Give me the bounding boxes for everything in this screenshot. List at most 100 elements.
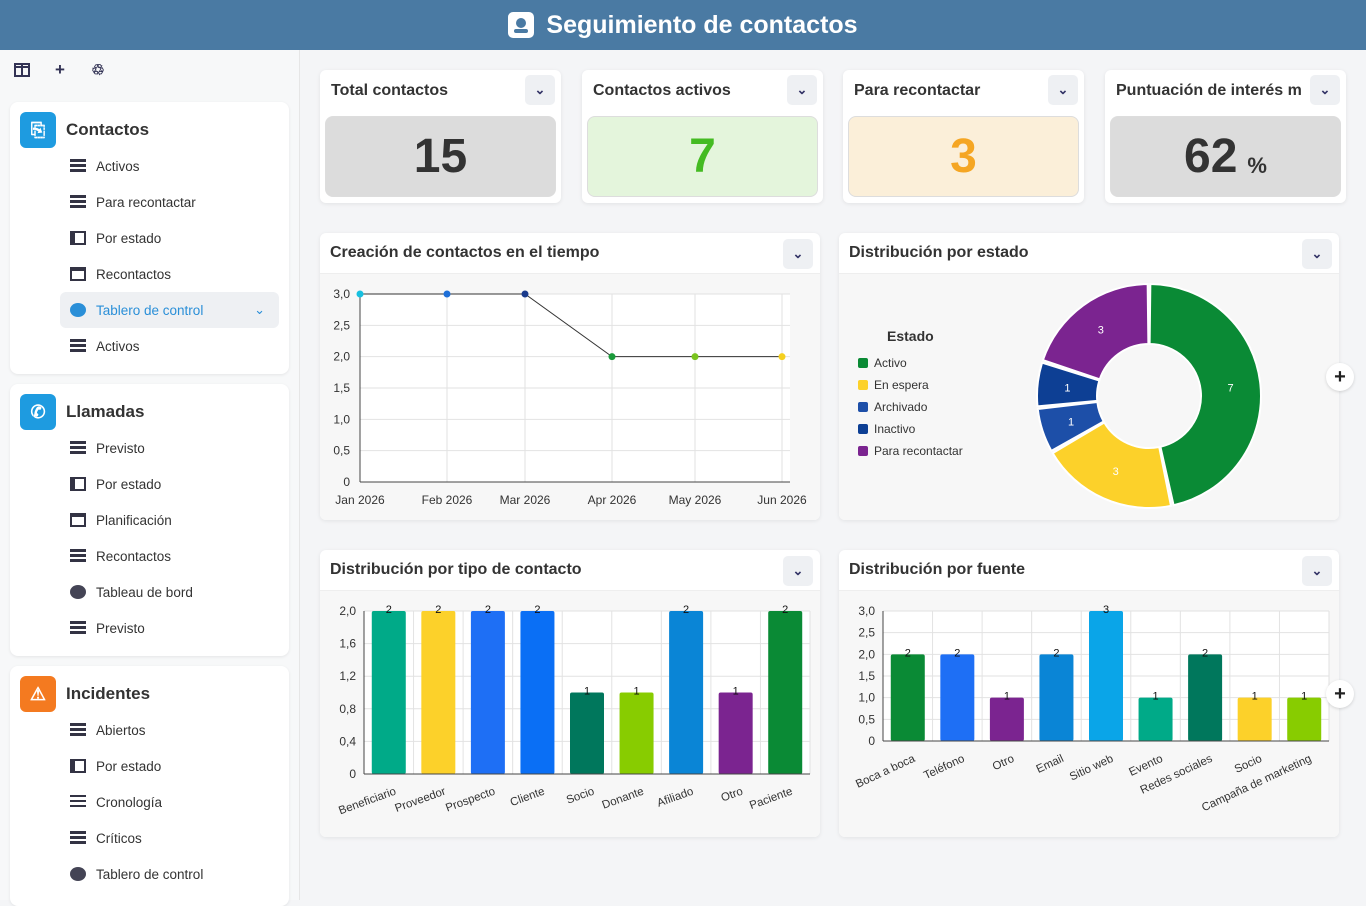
y-tick-label: 2,0 bbox=[858, 647, 875, 661]
sidebar-item[interactable]: Previsto bbox=[60, 610, 279, 646]
book-icon bbox=[70, 231, 86, 245]
panel-menu-button[interactable]: ⌄ bbox=[1302, 239, 1332, 269]
kpi-card: Para recontactar ⌄ 3 bbox=[843, 70, 1084, 203]
y-tick-label: 0 bbox=[343, 475, 350, 489]
data-label: 2 bbox=[485, 604, 491, 616]
bar bbox=[619, 692, 654, 774]
sidebar-item[interactable]: Cronología bbox=[60, 784, 279, 820]
sidebar-item-label: Recontactos bbox=[96, 548, 172, 564]
expand-button[interactable]: + bbox=[1326, 680, 1354, 708]
panel-menu-button[interactable]: ⌄ bbox=[783, 239, 813, 269]
sidebar-item[interactable]: Tablero de control ⌄ bbox=[60, 292, 279, 328]
kpi-card: Puntuación de interés me ⌄ 62% bbox=[1105, 70, 1346, 203]
bar bbox=[421, 611, 456, 774]
columns-icon[interactable] bbox=[12, 60, 32, 80]
y-tick-label: 0,4 bbox=[339, 734, 356, 748]
bar bbox=[890, 654, 925, 741]
kpi-title: Puntuación de interés me bbox=[1116, 82, 1301, 99]
sidebar-item[interactable]: Recontactos bbox=[60, 256, 279, 292]
legend-label: Archivado bbox=[874, 400, 928, 414]
sidebar-item[interactable]: Críticos bbox=[60, 820, 279, 856]
sidebar-section-llamadas: ✆ Llamadas Previsto Por estado Planificación… bbox=[10, 384, 289, 656]
list-icon bbox=[70, 195, 86, 209]
section-header[interactable]: ⚠ Incidentes bbox=[20, 676, 150, 712]
data-label: 2 bbox=[386, 604, 392, 616]
kpi-title: Total contactos bbox=[331, 82, 449, 99]
bar bbox=[1237, 697, 1272, 741]
legend-swatch bbox=[858, 424, 868, 434]
bar bbox=[470, 611, 505, 774]
panel-menu-button[interactable]: ⌄ bbox=[1302, 556, 1332, 586]
bar bbox=[989, 697, 1024, 741]
expand-button[interactable]: + bbox=[1326, 363, 1354, 391]
list-icon bbox=[70, 159, 86, 173]
kpi-card: Total contactos ⌄ 15 bbox=[320, 70, 561, 203]
donut-slice bbox=[1036, 400, 1106, 453]
x-tick-label: Proveedor bbox=[393, 785, 447, 814]
data-label: 1 bbox=[1252, 691, 1258, 703]
sidebar-item[interactable]: Abiertos bbox=[60, 712, 279, 748]
section-header[interactable]: ⎘ Contactos bbox=[20, 112, 149, 148]
list-icon bbox=[70, 621, 86, 635]
panel-menu-button[interactable]: ⌄ bbox=[783, 556, 813, 586]
sidebar-item[interactable]: Por estado bbox=[60, 220, 279, 256]
data-point bbox=[443, 290, 451, 298]
data-point bbox=[356, 290, 364, 298]
y-tick-label: 2,5 bbox=[858, 626, 875, 640]
sidebar-item-label: Para recontactar bbox=[96, 194, 196, 210]
y-tick-label: 0,8 bbox=[339, 702, 356, 716]
plus-icon[interactable]: + bbox=[55, 60, 65, 79]
y-tick-label: 1,0 bbox=[858, 691, 875, 705]
x-tick-label: Socio bbox=[565, 786, 596, 807]
data-label: 2 bbox=[683, 604, 689, 616]
kpi-title: Para recontactar bbox=[854, 82, 981, 99]
y-tick-label: 0,5 bbox=[333, 444, 350, 458]
sidebar-item[interactable]: Para recontactar bbox=[60, 184, 279, 220]
contact-book-icon bbox=[508, 12, 535, 38]
kpi-card: Contactos activos ⌄ 7 bbox=[582, 70, 823, 203]
sidebar-item[interactable]: Activos bbox=[60, 148, 279, 184]
sidebar-item[interactable]: Por estado bbox=[60, 748, 279, 784]
sidebar-item[interactable]: Recontactos bbox=[60, 538, 279, 574]
bar bbox=[718, 692, 753, 774]
sidebar-section-contactos: ⎘ Contactos Activos Para recontactar Por est… bbox=[10, 102, 289, 374]
kpi-menu-button[interactable]: ⌄ bbox=[787, 75, 817, 105]
x-tick-label: Feb 2026 bbox=[422, 493, 473, 507]
legend-label: Para recontactar bbox=[874, 444, 963, 458]
data-label: 3 bbox=[1103, 604, 1109, 616]
section-title: Contactos bbox=[66, 120, 150, 139]
section-header[interactable]: ✆ Llamadas bbox=[20, 394, 144, 430]
y-tick-label: 3,0 bbox=[333, 287, 350, 301]
y-tick-label: 1,6 bbox=[339, 637, 356, 651]
data-label: 2 bbox=[1202, 647, 1208, 659]
refresh-icon[interactable]: ♲ bbox=[91, 62, 105, 79]
bar bbox=[1287, 697, 1322, 741]
sidebar-item[interactable]: Activos bbox=[60, 328, 279, 364]
sidebar-item-label: Cronología bbox=[96, 794, 163, 810]
sidebar-item[interactable]: Por estado bbox=[60, 466, 279, 502]
bar bbox=[1089, 611, 1123, 741]
sidebar-toolbar: + ♲ bbox=[12, 60, 108, 80]
data-label: 1 bbox=[633, 686, 639, 698]
kpi-value: 15 bbox=[413, 130, 468, 183]
cal-icon bbox=[70, 513, 86, 527]
data-label: 2 bbox=[954, 647, 960, 659]
y-tick-label: 0 bbox=[868, 734, 875, 748]
sidebar-item[interactable]: Previsto bbox=[60, 430, 279, 466]
y-tick-label: 3,0 bbox=[858, 604, 875, 618]
kpi-menu-button[interactable]: ⌄ bbox=[525, 75, 555, 105]
x-tick-label: Beneficiario bbox=[337, 786, 398, 818]
gauge-icon bbox=[70, 867, 86, 881]
kpi-menu-button[interactable]: ⌄ bbox=[1048, 75, 1078, 105]
data-label: 2 bbox=[534, 604, 540, 616]
chevron-down-icon[interactable]: ⌄ bbox=[254, 302, 265, 317]
y-tick-label: 2,0 bbox=[339, 604, 356, 618]
data-point bbox=[778, 353, 786, 361]
sidebar-item[interactable]: Planificación bbox=[60, 502, 279, 538]
sidebar-item[interactable]: Tablero de control bbox=[60, 856, 279, 892]
kpi-menu-button[interactable]: ⌄ bbox=[1310, 75, 1340, 105]
x-tick-label: Sitio web bbox=[1068, 753, 1115, 784]
bar bbox=[1138, 697, 1173, 741]
sidebar-item-label: Recontactos bbox=[96, 266, 172, 282]
sidebar-item[interactable]: Tableau de bord bbox=[60, 574, 279, 610]
